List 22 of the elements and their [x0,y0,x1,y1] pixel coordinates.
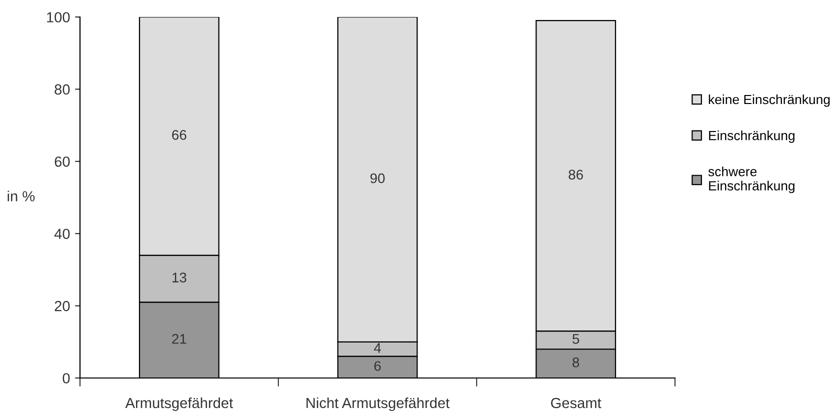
data-label: 66 [172,130,186,140]
y-tick-label: 0 [62,373,70,384]
y-tick-label: 60 [54,156,70,167]
data-label: 4 [374,343,381,353]
legend-label: schwere Einschränkung [708,166,794,194]
y-tick-label: 40 [54,228,70,240]
data-label: 6 [374,361,381,371]
data-label: 13 [172,272,186,282]
legend-label: Einschränkung [709,130,794,143]
data-label: 86 [568,170,583,180]
data-label: 8 [572,357,580,368]
y-tick-label: 80 [54,84,70,95]
y-tick-label: 20 [54,300,70,312]
x-tick-label: Gesamt [551,398,602,408]
data-label: 90 [370,173,385,184]
x-tick-label: Armutsgefährdet [125,397,233,412]
x-tick-label: Nicht Armutsgefährdet [306,397,450,412]
y-axis-title: in % [8,190,35,202]
data-label: 21 [172,334,186,344]
legend-label: keine Einschränkung [708,94,830,107]
y-tick-label: 100 [47,12,70,22]
data-label: 5 [572,334,580,344]
